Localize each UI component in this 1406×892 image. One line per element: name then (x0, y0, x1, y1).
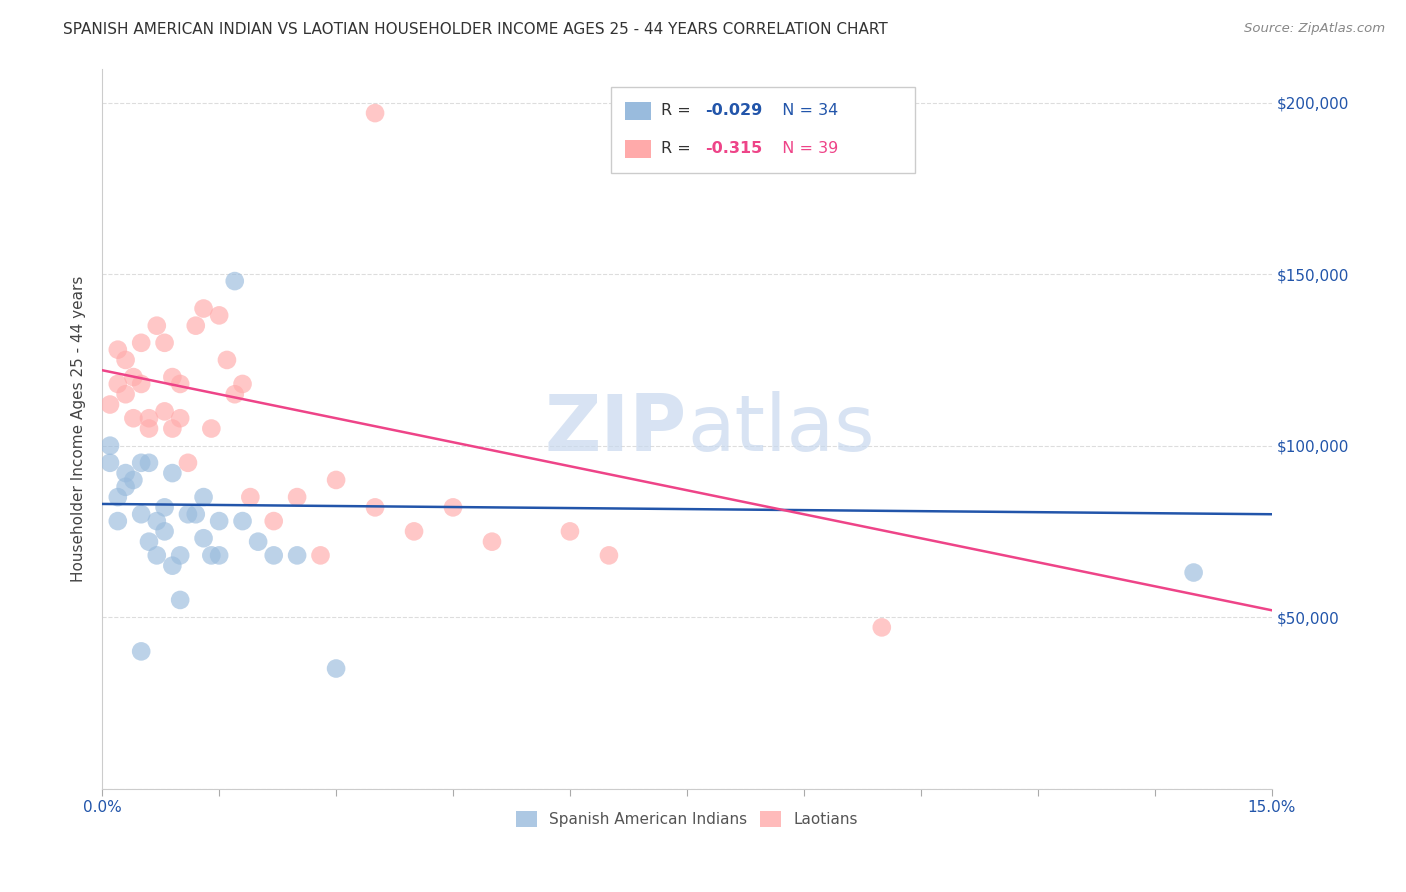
Point (129, 456, 152, 470)
Text: R =: R = (661, 141, 696, 156)
FancyBboxPatch shape (610, 87, 915, 173)
Text: Source: ZipAtlas.com: Source: ZipAtlas.com (1244, 22, 1385, 36)
Point (122, 370, 145, 384)
Point (239, 490, 262, 504)
Point (193, 490, 215, 504)
Point (441, 500, 464, 515)
Point (129, 335, 152, 350)
Point (129, 376, 152, 391)
Text: -0.029: -0.029 (704, 103, 762, 119)
Point (107, 514, 129, 528)
Point (193, 301, 215, 316)
Point (232, 514, 254, 528)
Point (558, 524, 581, 539)
Point (153, 335, 176, 350)
Point (184, 318, 207, 333)
Point (107, 343, 129, 357)
Point (263, 514, 285, 528)
Point (138, 534, 160, 549)
Point (122, 473, 145, 487)
Point (122, 411, 145, 425)
Point (402, 524, 425, 539)
Point (114, 353, 136, 368)
Point (870, 620, 893, 634)
Point (200, 549, 222, 563)
Legend: Spanish American Indians, Laotians: Spanish American Indians, Laotians (508, 804, 866, 835)
Point (98, 456, 121, 470)
Point (153, 500, 176, 515)
Point (224, 387, 246, 401)
Text: -0.315: -0.315 (704, 141, 762, 156)
Point (138, 421, 160, 435)
Point (107, 376, 129, 391)
Point (177, 507, 200, 521)
Point (107, 490, 129, 504)
Point (309, 549, 332, 563)
FancyBboxPatch shape (624, 102, 651, 120)
Point (98, 398, 121, 412)
Point (114, 387, 136, 401)
Point (138, 456, 160, 470)
Point (325, 473, 347, 487)
Point (114, 480, 136, 494)
Point (364, 106, 387, 120)
Point (153, 404, 176, 418)
Text: atlas: atlas (688, 391, 875, 467)
Point (98, 439, 121, 453)
Text: SPANISH AMERICAN INDIAN VS LAOTIAN HOUSEHOLDER INCOME AGES 25 - 44 YEARS CORRELA: SPANISH AMERICAN INDIAN VS LAOTIAN HOUSE… (63, 22, 889, 37)
Point (232, 376, 254, 391)
Point (285, 490, 308, 504)
Point (1182, 566, 1205, 580)
Point (598, 549, 620, 563)
Point (364, 500, 387, 515)
Point (146, 318, 169, 333)
Text: ZIP: ZIP (544, 391, 688, 467)
Point (325, 661, 347, 675)
Text: N = 39: N = 39 (772, 141, 838, 156)
Point (285, 549, 308, 563)
Point (200, 421, 222, 435)
Point (169, 549, 191, 563)
Point (129, 507, 152, 521)
Point (215, 353, 238, 368)
Point (208, 514, 231, 528)
Point (169, 411, 191, 425)
Point (193, 531, 215, 545)
Point (247, 534, 270, 549)
Point (208, 549, 231, 563)
Point (169, 593, 191, 607)
Point (162, 370, 184, 384)
Point (153, 524, 176, 539)
Point (146, 514, 169, 528)
Point (481, 534, 503, 549)
Text: R =: R = (661, 103, 696, 119)
Point (177, 456, 200, 470)
Point (208, 309, 231, 323)
Point (224, 274, 246, 288)
Point (263, 549, 285, 563)
Point (162, 558, 184, 573)
Point (129, 644, 152, 658)
Point (114, 466, 136, 480)
Point (162, 421, 184, 435)
Text: N = 34: N = 34 (772, 103, 838, 119)
Point (138, 411, 160, 425)
Point (162, 466, 184, 480)
Y-axis label: Householder Income Ages 25 - 44 years: Householder Income Ages 25 - 44 years (72, 276, 86, 582)
FancyBboxPatch shape (624, 140, 651, 158)
Point (146, 549, 169, 563)
Point (169, 376, 191, 391)
Point (184, 507, 207, 521)
